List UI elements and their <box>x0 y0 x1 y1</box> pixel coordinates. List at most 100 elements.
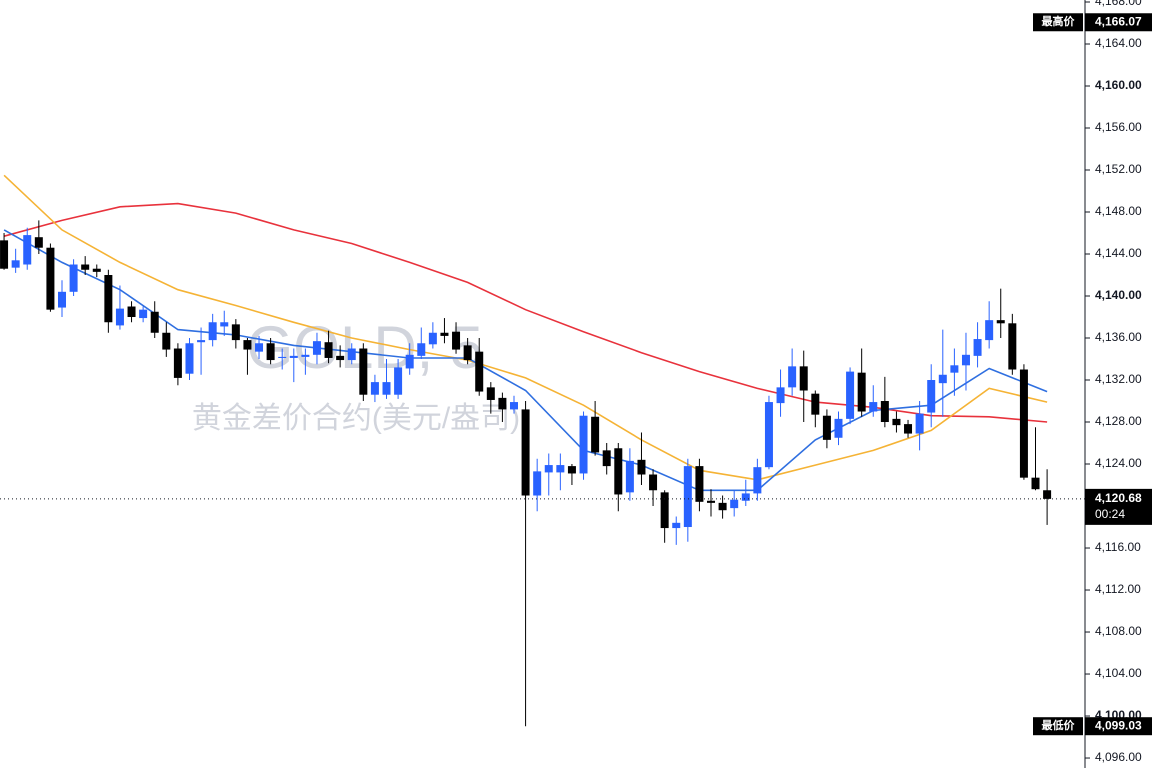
candle-body <box>996 320 1005 324</box>
candle-body <box>115 308 124 326</box>
y-tick-label: 4,148.00 <box>1095 204 1142 218</box>
y-tick-label: 4,096.00 <box>1095 750 1142 764</box>
candle-body <box>567 466 576 474</box>
candle-body <box>1043 490 1052 499</box>
candle-body <box>255 343 264 352</box>
candle-body <box>637 459 646 475</box>
candle-body <box>1008 323 1017 370</box>
candle-body <box>486 387 495 400</box>
candle-body <box>58 291 67 308</box>
candle-body <box>452 331 461 350</box>
y-tick-label: 4,124.00 <box>1095 456 1142 470</box>
candle-body <box>869 402 878 412</box>
y-tick-label: 4,144.00 <box>1095 246 1142 260</box>
watermark-subtitle: 黄金差价合约(美元/盎司) <box>192 402 520 435</box>
candle-body <box>382 382 391 395</box>
candle-body <box>834 418 843 438</box>
candle-body <box>892 418 901 426</box>
candle-body <box>915 413 924 434</box>
marker-name: 最高价 <box>1042 14 1076 28</box>
candle-body <box>475 351 484 392</box>
marker-value: 4,099.03 <box>1095 718 1142 732</box>
candle-body <box>127 306 136 318</box>
marker-value-box <box>1085 717 1152 736</box>
y-tick-label: 4,152.00 <box>1095 162 1142 176</box>
last-price-box <box>1085 488 1152 525</box>
y-tick-label: 4,132.00 <box>1095 372 1142 386</box>
candle-body <box>440 332 449 336</box>
candle-body <box>370 382 379 395</box>
candle-body <box>509 402 518 410</box>
candle-body <box>266 343 275 361</box>
candle-body <box>104 275 113 323</box>
y-tick-label: 4,164.00 <box>1095 36 1142 50</box>
candle-body <box>718 502 727 511</box>
candle-body <box>707 500 716 503</box>
candle-body <box>591 416 600 453</box>
candle-body <box>857 372 866 412</box>
candle-body <box>730 499 739 509</box>
marker-value-box <box>1085 13 1152 32</box>
candle-body <box>973 339 982 356</box>
moving-average-line <box>3 202 1048 423</box>
candle-body <box>46 247 55 310</box>
marker-value: 4,166.07 <box>1095 14 1142 28</box>
candle-body <box>788 366 797 388</box>
candle-body <box>904 424 913 434</box>
candle-body <box>243 340 252 350</box>
countdown-label: 00:24 <box>1095 507 1125 521</box>
y-tick-label: 4,160.00 <box>1095 78 1142 92</box>
candle-body <box>950 365 959 373</box>
candle-body <box>324 342 333 358</box>
candle-body <box>544 465 553 473</box>
candle-body <box>220 322 229 327</box>
candle-body <box>278 356 287 358</box>
candle-body <box>764 402 773 468</box>
candle-body <box>521 409 530 496</box>
candle-body <box>602 450 611 467</box>
candle-body <box>556 465 565 473</box>
candle-body <box>1031 477 1040 490</box>
candle-body <box>359 348 368 395</box>
candle-body <box>695 466 704 502</box>
y-tick-label: 4,116.00 <box>1095 540 1141 554</box>
candle-body <box>92 268 101 272</box>
candle-body <box>753 467 762 494</box>
candle-body <box>312 341 321 355</box>
candle-body <box>0 240 9 269</box>
candle-body <box>822 415 831 440</box>
candle-body <box>498 397 507 410</box>
candle-body <box>347 348 356 361</box>
candle-body <box>985 320 994 341</box>
candle-body <box>579 415 588 474</box>
candle-body <box>173 348 182 378</box>
candle-body <box>139 309 148 319</box>
marker-name-box <box>1033 13 1083 32</box>
candle-body <box>162 332 171 350</box>
candle-body <box>34 237 43 248</box>
candle-body <box>23 235 32 265</box>
candle-body <box>197 340 206 343</box>
candle-body <box>649 474 658 491</box>
candle-body <box>1019 369 1028 478</box>
y-tick-label: 4,128.00 <box>1095 414 1142 428</box>
candle-body <box>150 311 159 333</box>
candle-body <box>231 324 240 341</box>
candle-body <box>880 401 889 423</box>
candle-body <box>625 460 634 493</box>
candle-body <box>741 493 750 501</box>
candle-body <box>614 448 623 495</box>
candle-body <box>799 366 808 391</box>
candle-body <box>405 354 414 369</box>
candle-body <box>336 355 345 361</box>
y-tick-label: 4,156.00 <box>1095 120 1142 134</box>
candle-body <box>463 345 472 361</box>
candle-body <box>428 332 437 345</box>
candle-body <box>185 343 194 374</box>
candle-body <box>394 367 403 395</box>
candle-body <box>301 354 310 357</box>
candle-body <box>289 355 298 358</box>
candle-body <box>811 393 820 415</box>
